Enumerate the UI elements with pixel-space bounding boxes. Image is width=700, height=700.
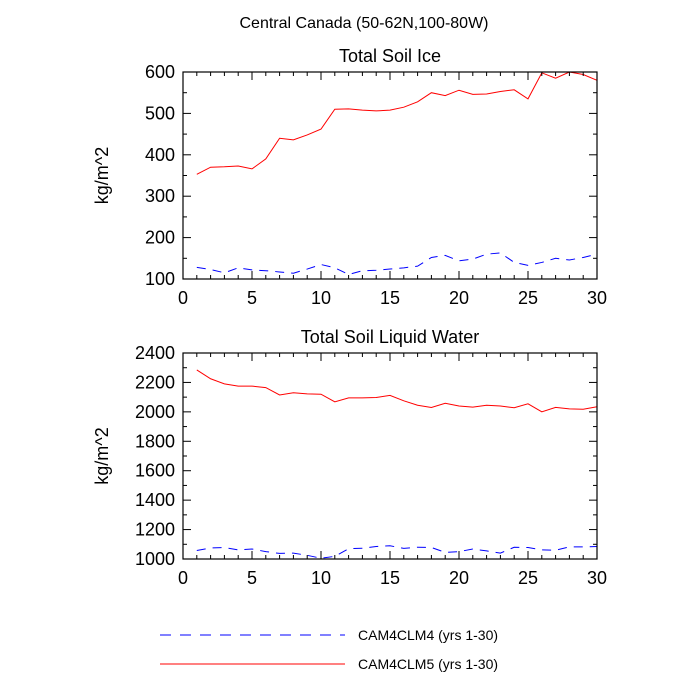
x-tick-label: 0 <box>178 568 188 588</box>
y-tick-label: 1000 <box>135 549 175 569</box>
series-line-soil-ice-cam4clm4 <box>196 252 598 275</box>
panel-total-soil-liquid-water: Total Soil Liquid Water kg/m^2 0 5 10 15 20 25 3… <box>92 327 607 588</box>
y-axis-label-soil-liquid-water: kg/m^2 <box>92 427 112 484</box>
series-line-soil-liquid-water-cam4clm4 <box>196 545 598 559</box>
x-tick-label: 15 <box>380 568 400 588</box>
panel-title-soil-liquid-water: Total Soil Liquid Water <box>301 327 479 347</box>
figure-title: Central Canada (50-62N,100-80W) <box>239 15 488 32</box>
y-tick-label: 600 <box>145 62 175 82</box>
panel-title-soil-ice: Total Soil Ice <box>339 46 441 66</box>
y-tick-label: 1200 <box>135 520 175 540</box>
y-tick-label: 2200 <box>135 372 175 392</box>
x-tick-label: 15 <box>380 288 400 308</box>
x-tick-label: 5 <box>247 288 257 308</box>
y-tick-label: 500 <box>145 103 175 123</box>
panel-total-soil-ice: Total Soil Ice kg/m^2 0 5 10 15 20 25 30 100 200 30… <box>92 46 607 308</box>
y-tick-label: 1400 <box>135 490 175 510</box>
y-tick-label: 1600 <box>135 461 175 481</box>
legend-label-cam4clm4: CAM4CLM4 (yrs 1-30) <box>358 627 498 643</box>
series-line-soil-liquid-water-cam4clm5 <box>196 369 598 413</box>
x-tick-label: 10 <box>311 568 331 588</box>
x-tick-label: 20 <box>449 568 469 588</box>
x-tick-label: 10 <box>311 288 331 308</box>
plot-frame-soil-liquid-water <box>182 352 598 560</box>
x-tick-label: 30 <box>587 288 607 308</box>
series-line-soil-ice-cam4clm5 <box>196 71 598 175</box>
y-tick-label: 1800 <box>135 431 175 451</box>
x-tick-label: 25 <box>518 568 538 588</box>
plot-frame-soil-ice <box>182 71 598 280</box>
y-tick-label: 2400 <box>135 343 175 363</box>
legend-label-cam4clm5: CAM4CLM5 (yrs 1-30) <box>358 656 498 672</box>
y-tick-label: 200 <box>145 228 175 248</box>
x-tick-label: 25 <box>518 288 538 308</box>
y-axis-label-soil-ice: kg/m^2 <box>92 147 112 204</box>
x-tick-label: 30 <box>587 568 607 588</box>
y-tick-label: 400 <box>145 145 175 165</box>
legend: CAM4CLM4 (yrs 1-30) CAM4CLM5 (yrs 1-30) <box>160 627 498 672</box>
x-tick-label: 0 <box>178 288 188 308</box>
x-tick-label: 5 <box>247 568 257 588</box>
y-tick-label: 100 <box>145 269 175 289</box>
y-tick-label: 2000 <box>135 402 175 422</box>
y-tick-label: 300 <box>145 186 175 206</box>
x-tick-label: 20 <box>449 288 469 308</box>
